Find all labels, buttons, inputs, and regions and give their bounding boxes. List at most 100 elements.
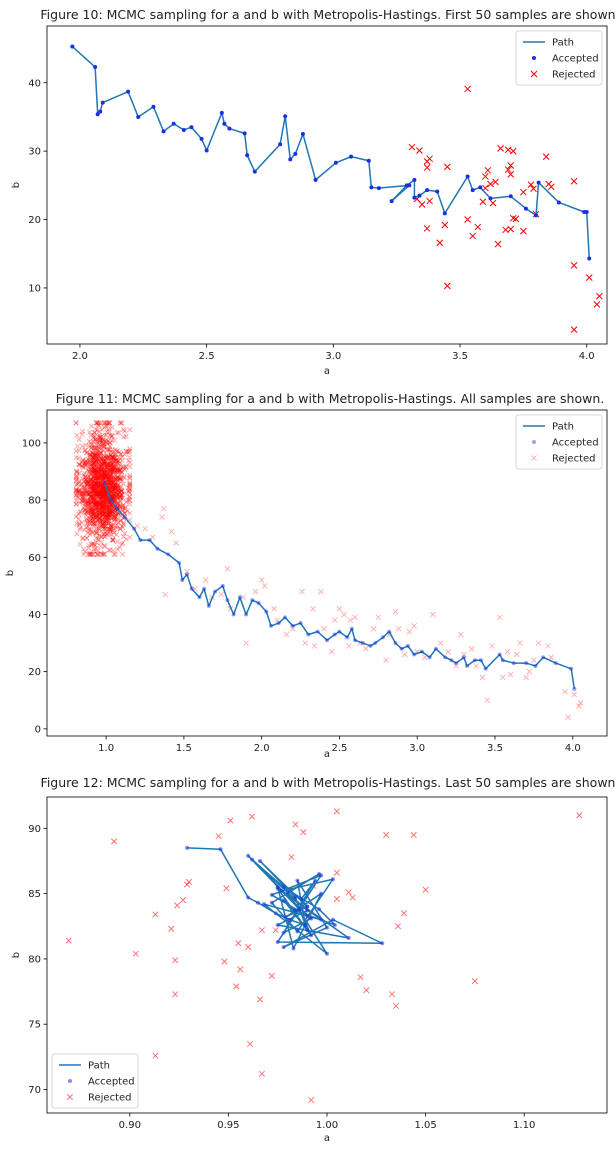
- rejected-marker: [90, 481, 96, 487]
- rejected-marker: [110, 495, 116, 501]
- rejected-marker: [85, 499, 91, 505]
- rejected-marker: [101, 473, 107, 480]
- rejected-marker: [105, 505, 112, 511]
- rejected-marker: [109, 487, 115, 494]
- rejected-marker: [109, 532, 115, 538]
- rejected-marker: [99, 484, 105, 491]
- rejected-marker: [347, 617, 354, 624]
- rejected-marker: [100, 491, 107, 497]
- accepted-point: [325, 951, 329, 956]
- rejected-marker: [95, 468, 101, 474]
- rejected-marker: [109, 475, 115, 481]
- rejected-marker: [93, 464, 100, 470]
- rejected-marker: [107, 439, 113, 446]
- rejected-marker: [125, 449, 131, 455]
- accepted-point: [376, 186, 381, 191]
- rejected-marker: [93, 475, 99, 482]
- x-tick-label: 2.5: [199, 351, 215, 362]
- rejected-marker: [112, 513, 118, 520]
- rejected-marker: [101, 490, 107, 496]
- y-tick-label: 75: [28, 1020, 41, 1031]
- rejected-marker: [100, 492, 106, 498]
- accepted-point: [242, 131, 247, 136]
- accepted-point: [389, 199, 394, 204]
- x-tick-label: 1.5: [176, 743, 192, 754]
- rejected-marker: [489, 199, 497, 207]
- accepted-point: [93, 65, 98, 70]
- rejected-marker: [108, 480, 114, 486]
- rejected-marker: [109, 536, 115, 543]
- x-tick-label: 4.0: [579, 351, 595, 362]
- rejected-marker: [98, 489, 105, 495]
- rejected-marker: [120, 481, 127, 487]
- rejected-marker: [96, 489, 102, 495]
- rejected-marker: [127, 534, 133, 540]
- rejected-marker: [101, 504, 108, 510]
- rejected-marker: [98, 433, 104, 440]
- rejected-marker: [96, 482, 102, 488]
- rejected-marker: [90, 451, 96, 457]
- legend-box: [515, 30, 603, 86]
- rejected-marker: [95, 535, 101, 541]
- rejected-marker: [65, 937, 72, 944]
- rejected-marker: [85, 505, 91, 512]
- rejected-marker: [116, 475, 122, 482]
- accepted-point: [309, 933, 314, 938]
- rejected-marker: [87, 452, 93, 458]
- rejected-marker: [86, 479, 93, 485]
- accepted-point: [291, 946, 296, 951]
- rejected-marker: [89, 483, 95, 490]
- rejected-marker: [88, 440, 94, 446]
- rejected-marker: [101, 459, 107, 465]
- rejected-marker: [110, 459, 116, 466]
- accepted-point: [470, 188, 475, 193]
- rejected-marker: [77, 509, 83, 515]
- rejected-marker: [91, 482, 97, 488]
- rejected-marker: [585, 274, 593, 282]
- accepted-point: [472, 658, 477, 663]
- rejected-marker: [106, 426, 112, 432]
- rejected-marker: [487, 180, 494, 188]
- rejected-marker: [441, 221, 449, 229]
- rejected-marker: [81, 498, 87, 504]
- rejected-marker: [106, 479, 112, 486]
- rejected-marker: [109, 465, 115, 471]
- rejected-marker: [341, 611, 347, 618]
- rejected-marker: [103, 474, 110, 480]
- rejected-marker: [103, 496, 109, 502]
- rejected-marker: [103, 495, 109, 501]
- rejected-marker: [288, 853, 295, 861]
- rejected-marker: [118, 517, 124, 523]
- rejected-marker: [107, 509, 113, 516]
- x-tick-label: 3.5: [487, 743, 503, 754]
- rejected-marker: [116, 489, 123, 495]
- rejected-marker: [96, 474, 102, 481]
- rejected-marker: [111, 486, 117, 492]
- rejected-marker: [119, 551, 126, 558]
- rejected-marker: [90, 520, 96, 526]
- rejected-marker: [106, 420, 113, 426]
- accepted-point: [461, 655, 466, 660]
- rejected-marker: [93, 489, 99, 495]
- rejected-marker: [224, 565, 231, 572]
- rejected-marker: [464, 216, 471, 223]
- rejected-marker: [83, 524, 89, 530]
- rejected-marker: [100, 502, 106, 508]
- accepted-point: [261, 902, 266, 907]
- rejected-marker: [106, 454, 112, 461]
- rejected-marker: [73, 477, 80, 483]
- rejected-marker: [90, 457, 96, 463]
- rejected-marker: [93, 499, 99, 505]
- series-path-line: [103, 482, 576, 689]
- rejected-marker: [96, 490, 102, 496]
- rejected-marker: [85, 457, 91, 463]
- rejected-marker: [98, 469, 104, 475]
- rejected-marker: [107, 547, 113, 553]
- rejected-marker: [90, 466, 96, 473]
- rejected-marker: [77, 500, 83, 506]
- rejected-marker: [94, 439, 100, 445]
- accepted-point: [405, 643, 410, 648]
- rejected-marker: [106, 503, 112, 510]
- rejected-marker: [85, 475, 91, 481]
